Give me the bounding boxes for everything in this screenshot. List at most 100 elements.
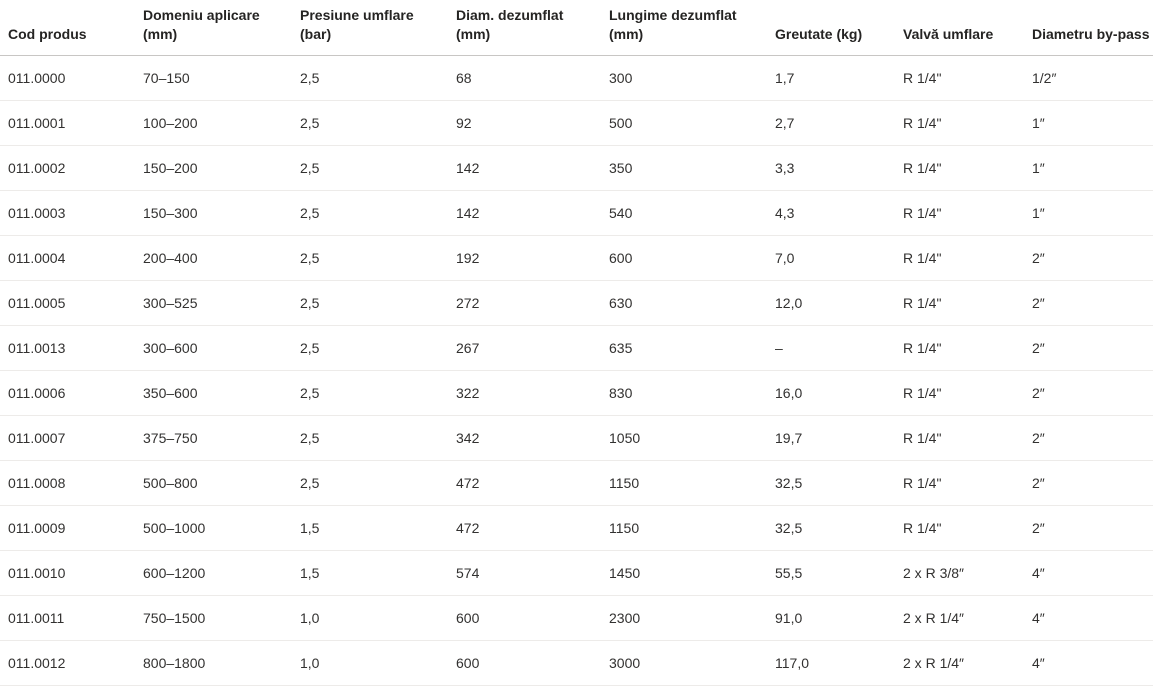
cell-cod-produs: 011.0001 (0, 100, 135, 146)
cell-valva-umflare: R 1/4" (895, 100, 1024, 146)
table-row: 011.0013 300–600 2,5 267 635– R 1/4" 2″ (0, 325, 1153, 371)
cell-cod-produs: 011.0009 (0, 505, 135, 551)
cell-lungime-dezumflat: 3000 (601, 640, 767, 686)
cell-diametru-by-pass: 4″ (1024, 595, 1153, 641)
column-header-cod-produs: Cod produs (0, 0, 135, 56)
cell-lungime-dezumflat: 600 (601, 235, 767, 281)
column-header-greutate: Greutate (kg) (767, 0, 895, 56)
cell-lungime-dezumflat: 1150 (601, 460, 767, 506)
cell-presiune-umflare: 2,5 (292, 370, 448, 416)
column-header-diam-dezumflat: Diam. dezumflat (mm) (448, 0, 601, 56)
table-body: 011.0000 70–150 2,5 68 300 1,7 R 1/4" 1/2″ 011.0… (0, 55, 1153, 686)
cell-diam-dezumflat: 574 (448, 550, 601, 596)
column-header-valva-umflare: Valvă umflare (895, 0, 1024, 56)
cell-domeniu-aplicare: 800–1800 (135, 640, 292, 686)
cell-lungime-dezumflat: 540 (601, 190, 767, 236)
cell-diametru-by-pass: 1″ (1024, 190, 1153, 236)
cell-presiune-umflare: 1,5 (292, 505, 448, 551)
cell-presiune-umflare: 2,5 (292, 460, 448, 506)
cell-valva-umflare: R 1/4" (895, 145, 1024, 191)
column-header-diametru-by-pass: Diametru by-pass (1024, 0, 1153, 56)
cell-greutate: 32,5 (767, 460, 895, 506)
cell-lungime-dezumflat: 500 (601, 100, 767, 146)
cell-valva-umflare: R 1/4" (895, 55, 1024, 101)
cell-diametru-by-pass: 2″ (1024, 280, 1153, 326)
cell-cod-produs: 011.0003 (0, 190, 135, 236)
cell-valva-umflare: R 1/4" (895, 190, 1024, 236)
cell-presiune-umflare: 2,5 (292, 280, 448, 326)
table-row: 011.0002 150–200 2,5 142 350 3,3 R 1/4" 1″ (0, 145, 1153, 191)
cell-valva-umflare: 2 x R 3/8″ (895, 550, 1024, 596)
cell-lungime-dezumflat: 1450 (601, 550, 767, 596)
cell-diam-dezumflat: 142 (448, 145, 601, 191)
table-row: 011.0009 500–1000 1,5 472 1150 32,5 R 1/4" 2″ (0, 505, 1153, 551)
cell-presiune-umflare: 1,5 (292, 550, 448, 596)
cell-presiune-umflare: 2,5 (292, 190, 448, 236)
cell-lungime-dezumflat: 1050 (601, 415, 767, 461)
cell-domeniu-aplicare: 375–750 (135, 415, 292, 461)
cell-diam-dezumflat: 272 (448, 280, 601, 326)
cell-presiune-umflare: 2,5 (292, 55, 448, 101)
cell-cod-produs: 011.0013 (0, 325, 135, 371)
cell-greutate: 1,7 (767, 55, 895, 101)
table-row: 011.0003 150–300 2,5 142 540 4,3 R 1/4" 1″ (0, 190, 1153, 236)
table-row: 011.0007 375–750 2,5 342 1050 19,7 R 1/4" 2″ (0, 415, 1153, 461)
cell-valva-umflare: R 1/4" (895, 370, 1024, 416)
table-row: 011.0012 800–1800 1,0 600 3000 117,0 2 x R 1/4… (0, 640, 1153, 686)
cell-diametru-by-pass: 2″ (1024, 235, 1153, 281)
cell-valva-umflare: R 1/4" (895, 505, 1024, 551)
cell-cod-produs: 011.0012 (0, 640, 135, 686)
column-header-lungime-dezumflat: Lungime dezumflat (mm) (601, 0, 767, 56)
cell-cod-produs: 011.0006 (0, 370, 135, 416)
cell-presiune-umflare: 2,5 (292, 325, 448, 371)
cell-greutate: 12,0 (767, 280, 895, 326)
cell-presiune-umflare: 2,5 (292, 415, 448, 461)
cell-lungime-dezumflat: 1150 (601, 505, 767, 551)
cell-presiune-umflare: 2,5 (292, 235, 448, 281)
table-header: Cod produs Domeniu aplicare (mm) Presiun… (0, 0, 1153, 56)
cell-valva-umflare: 2 x R 1/4″ (895, 595, 1024, 641)
table-row: 011.0005 300–525 2,5 272 630 12,0 R 1/4" 2″ (0, 280, 1153, 326)
cell-diam-dezumflat: 472 (448, 460, 601, 506)
cell-presiune-umflare: 2,5 (292, 100, 448, 146)
cell-greutate: 4,3 (767, 190, 895, 236)
cell-cod-produs: 011.0007 (0, 415, 135, 461)
cell-diametru-by-pass: 2″ (1024, 505, 1153, 551)
cell-domeniu-aplicare: 100–200 (135, 100, 292, 146)
cell-diam-dezumflat: 472 (448, 505, 601, 551)
cell-diametru-by-pass: 2″ (1024, 370, 1153, 416)
cell-diametru-by-pass: 1″ (1024, 145, 1153, 191)
cell-cod-produs: 011.0010 (0, 550, 135, 596)
cell-greutate: 117,0 (767, 640, 895, 686)
table-row: 011.0001 100–200 2,5 92 500 2,7 R 1/4" 1″ (0, 100, 1153, 146)
cell-greutate: 2,7 (767, 100, 895, 146)
cell-diam-dezumflat: 342 (448, 415, 601, 461)
cell-domeniu-aplicare: 500–1000 (135, 505, 292, 551)
cell-diametru-by-pass: 4″ (1024, 640, 1153, 686)
cell-domeniu-aplicare: 150–300 (135, 190, 292, 236)
cell-diam-dezumflat: 600 (448, 595, 601, 641)
cell-lungime-dezumflat: 350 (601, 145, 767, 191)
cell-cod-produs: 011.0004 (0, 235, 135, 281)
cell-diam-dezumflat: 92 (448, 100, 601, 146)
cell-lungime-dezumflat: 2300 (601, 595, 767, 641)
cell-domeniu-aplicare: 350–600 (135, 370, 292, 416)
cell-presiune-umflare: 1,0 (292, 640, 448, 686)
cell-domeniu-aplicare: 600–1200 (135, 550, 292, 596)
cell-greutate: 32,5 (767, 505, 895, 551)
cell-domeniu-aplicare: 70–150 (135, 55, 292, 101)
cell-greutate: 55,5 (767, 550, 895, 596)
cell-valva-umflare: R 1/4" (895, 460, 1024, 506)
cell-greutate: 3,3 (767, 145, 895, 191)
cell-greutate: 16,0 (767, 370, 895, 416)
column-header-presiune-umflare: Presiune umflare (bar) (292, 0, 448, 56)
cell-diametru-by-pass: 4″ (1024, 550, 1153, 596)
cell-cod-produs: 011.0005 (0, 280, 135, 326)
cell-diametru-by-pass: 1″ (1024, 100, 1153, 146)
cell-domeniu-aplicare: 150–200 (135, 145, 292, 191)
cell-diam-dezumflat: 600 (448, 640, 601, 686)
cell-valva-umflare: R 1/4" (895, 325, 1024, 371)
cell-greutate: 19,7 (767, 415, 895, 461)
cell-diam-dezumflat: 322 (448, 370, 601, 416)
